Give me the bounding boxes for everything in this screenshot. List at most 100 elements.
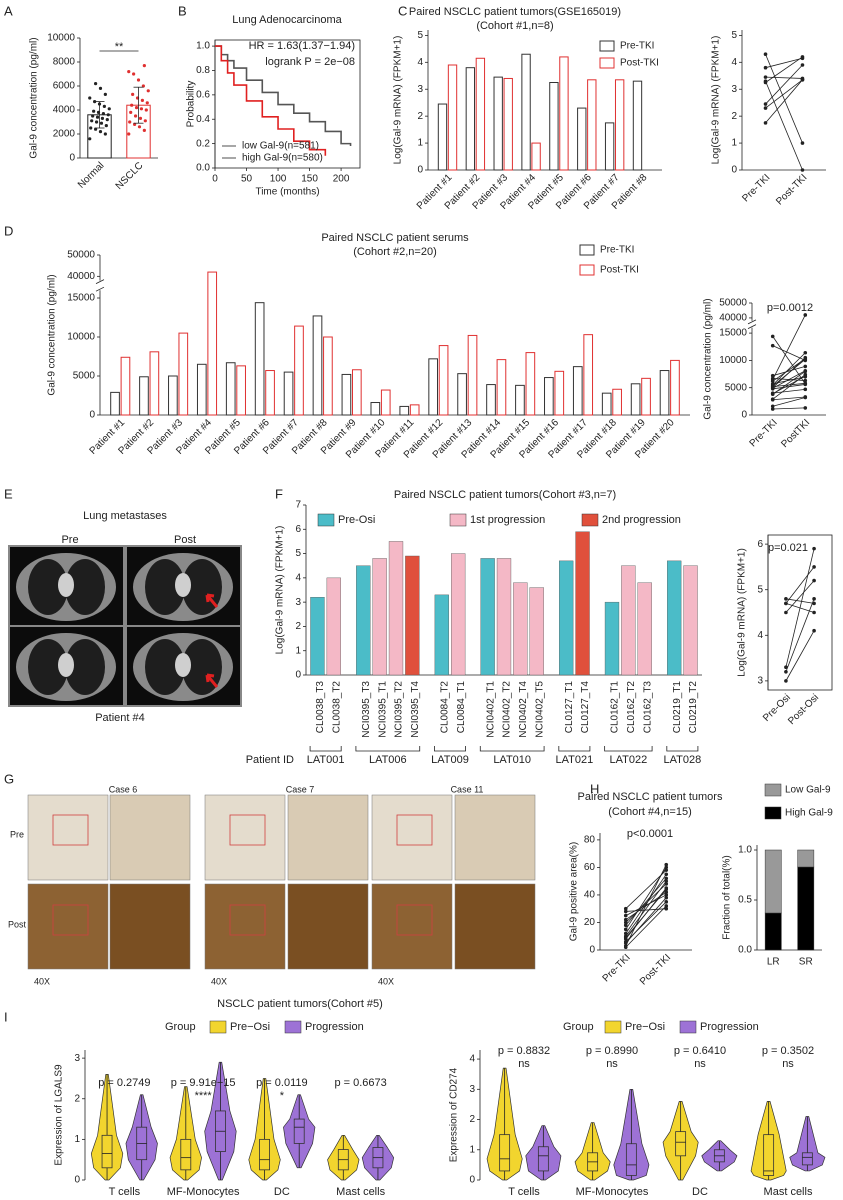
x-tick-label: 150 [301, 174, 318, 185]
y-tick-label: 15000 [67, 293, 95, 304]
data-point [812, 610, 816, 615]
bar [451, 553, 466, 676]
bar [496, 558, 512, 676]
pair-line [625, 889, 667, 938]
bar [370, 402, 381, 416]
x-tick-label: NCI0402_T2 [502, 681, 513, 738]
legend-label: low Gal-9(n=581) [242, 141, 319, 152]
annotation: ** [115, 41, 124, 53]
bar [326, 577, 341, 676]
pair-line [625, 869, 667, 909]
y-tick-label: 1.0 [738, 845, 752, 856]
x-tick-label: 50 [241, 174, 253, 185]
row-label: Pre [10, 829, 24, 839]
y-axis-label: Log(Gal-9 mRNA) (FPKM+1) [393, 36, 404, 165]
data-point [664, 862, 669, 867]
data-point [623, 906, 628, 911]
box [499, 1134, 511, 1172]
data-point [664, 872, 669, 877]
y-tick-label: 5000 [73, 371, 96, 382]
box [625, 1143, 637, 1176]
data-point [99, 121, 104, 125]
chart-subtitle: (Cohort #2,n=20) [353, 246, 436, 258]
panel-letter: G [4, 771, 14, 786]
x-tick-label: T cells [109, 1186, 141, 1198]
data-point [664, 879, 669, 883]
bar [480, 558, 495, 676]
bar [139, 376, 149, 416]
legend-key [599, 40, 615, 52]
x-tick-label: Mast cells [336, 1186, 385, 1198]
bar [312, 315, 323, 416]
data-point [104, 124, 108, 128]
bar [196, 363, 207, 416]
x-tick-label: PostTKI [779, 417, 812, 450]
y-tick-label: 0 [417, 165, 423, 176]
bar [437, 103, 448, 171]
bar [513, 582, 528, 676]
bar [110, 391, 120, 416]
y-tick-label: 0 [589, 945, 595, 956]
bar [521, 53, 531, 171]
annotation: p=0.021 [768, 542, 808, 554]
data-point [803, 350, 808, 355]
column-label: Post [174, 534, 196, 546]
bar [531, 142, 541, 171]
y-tick-label: 4000 [53, 105, 76, 116]
y-tick-label: 0 [89, 410, 95, 421]
plot-frame [214, 39, 361, 169]
data-point [139, 107, 144, 111]
x-tick-label: CL0084_T1 [456, 681, 467, 734]
x-tick-label: CL0162_T3 [642, 681, 653, 734]
y-tick-label: 5000 [725, 382, 748, 393]
pair-line [772, 378, 806, 382]
bar [254, 302, 265, 416]
legend-title: Group [165, 1021, 196, 1033]
data-point [812, 578, 816, 583]
y-tick-label: 0.8 [196, 65, 210, 76]
data-point [784, 669, 788, 674]
legend-key [284, 1020, 302, 1034]
bar [475, 57, 486, 171]
y-tick-label: 10000 [67, 332, 95, 343]
ihc-image [454, 794, 536, 881]
y-tick-label: 0 [741, 410, 747, 421]
axis-break [747, 324, 757, 329]
y-tick-label: 3 [757, 676, 763, 687]
bar [310, 597, 325, 676]
legend-label: Post-TKI [600, 265, 639, 276]
pair-line [785, 580, 815, 613]
ct-mediastinum [175, 653, 191, 677]
legend-key [679, 1020, 697, 1034]
y-tick-label: 40000 [67, 271, 95, 282]
bar [496, 359, 507, 416]
data-point [623, 909, 628, 914]
bar [380, 389, 391, 416]
data-point [88, 137, 92, 141]
y-tick-label: 10000 [719, 355, 747, 366]
bar [493, 76, 503, 171]
box [180, 1138, 192, 1171]
pair-line [772, 314, 806, 380]
legend-label: Pre−Osi [230, 1021, 270, 1033]
y-tick-label: 0.4 [196, 114, 210, 125]
group-bracket [479, 746, 545, 752]
data-point [664, 887, 669, 892]
y-tick-label: 5 [417, 30, 423, 41]
data-point [131, 92, 135, 96]
axis-break [95, 286, 105, 292]
bar [641, 377, 651, 416]
x-tick-label: MF-Monocytes [167, 1186, 240, 1198]
chart-subtitle: (Cohort #1,n=8) [476, 20, 553, 32]
box [537, 1146, 549, 1172]
bar [575, 531, 590, 676]
x-tick-label: SR [799, 957, 813, 968]
bar [683, 565, 698, 676]
significance: **** [195, 1090, 213, 1102]
y-tick-label: 0 [74, 1175, 80, 1186]
y-axis-label: Fraction of total(%) [722, 855, 733, 939]
pair-line [625, 901, 667, 943]
ihc-image [109, 794, 191, 881]
y-axis-label: Log(Gal-9 mRNA) (FPKM+1) [737, 548, 748, 677]
data-point [770, 407, 775, 411]
